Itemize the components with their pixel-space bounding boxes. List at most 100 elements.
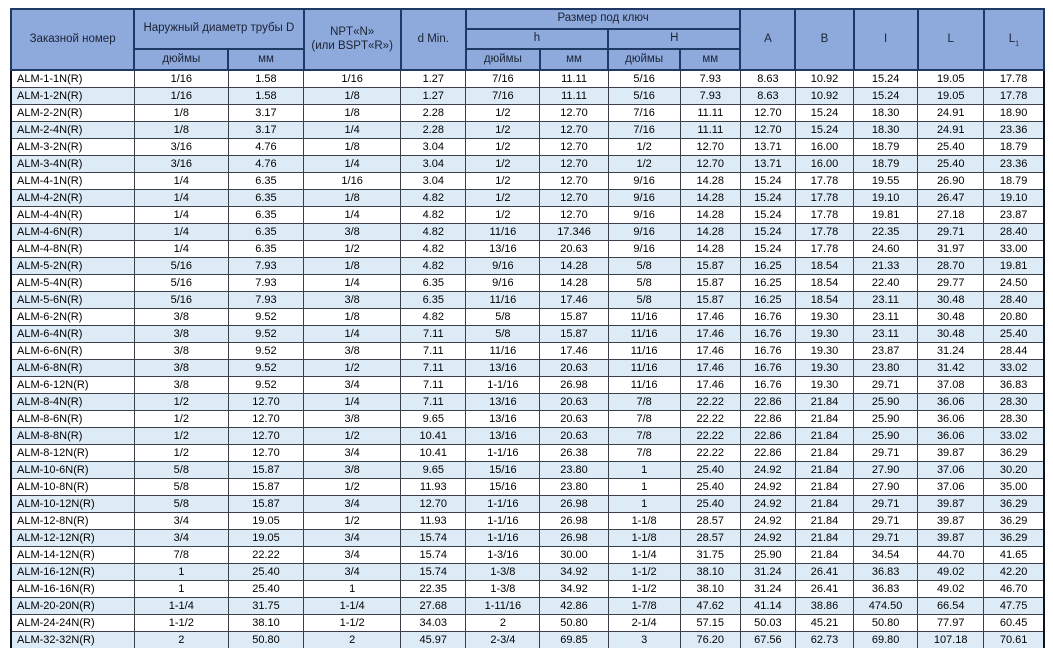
table-cell: 3/8 bbox=[133, 325, 229, 343]
table-cell: 12.70 bbox=[539, 121, 609, 139]
table-cell: 24.91 bbox=[917, 121, 985, 139]
table-cell: 3.17 bbox=[227, 121, 305, 139]
table-cell: 1.27 bbox=[400, 69, 467, 88]
table-cell: 1/2 bbox=[133, 410, 229, 428]
order-number-cell: ALM-2-2N(R) bbox=[10, 104, 135, 122]
table-cell: 1 bbox=[607, 478, 681, 496]
table-cell: 33.02 bbox=[983, 359, 1045, 377]
table-cell: 5/8 bbox=[465, 325, 541, 343]
table-cell: 34.03 bbox=[400, 614, 467, 632]
table-cell: 31.97 bbox=[917, 240, 985, 258]
table-cell: 15/16 bbox=[465, 478, 541, 496]
table-cell: 14.28 bbox=[679, 223, 741, 241]
table-cell: 1/2 bbox=[607, 138, 681, 156]
table-cell: 2-3/4 bbox=[465, 631, 541, 648]
table-cell: 2-1/4 bbox=[607, 614, 681, 632]
table-cell: 7/8 bbox=[607, 427, 681, 445]
table-cell: 3/8 bbox=[133, 376, 229, 394]
table-cell: 4.76 bbox=[227, 155, 305, 173]
table-cell: 38.10 bbox=[679, 580, 741, 598]
table-cell: 11.11 bbox=[539, 87, 609, 105]
table-cell: 15.87 bbox=[539, 325, 609, 343]
table-cell: 5/16 bbox=[607, 69, 681, 88]
table-cell: 7.93 bbox=[227, 274, 305, 292]
table-cell: 7/16 bbox=[465, 69, 541, 88]
table-cell: 7/8 bbox=[133, 546, 229, 564]
order-number-cell: ALM-8-12N(R) bbox=[10, 444, 135, 462]
table-row: ALM-6-4N(R) 3/8 9.52 1/4 7.11 5/8 15.87 11/16 17… bbox=[10, 325, 1045, 343]
table-cell: 7/16 bbox=[607, 104, 681, 122]
table-cell: 7.93 bbox=[227, 291, 305, 309]
table-cell: 4.82 bbox=[400, 223, 467, 241]
table-cell: 23.11 bbox=[853, 291, 919, 309]
table-cell: 17.78 bbox=[794, 240, 855, 258]
table-cell: 21.84 bbox=[794, 410, 855, 428]
table-cell: 12.70 bbox=[227, 410, 305, 428]
table-cell: 70.61 bbox=[983, 631, 1045, 648]
l1-subscript: 1 bbox=[1015, 40, 1020, 48]
table-cell: 37.06 bbox=[917, 461, 985, 479]
table-cell: 3/4 bbox=[303, 376, 402, 394]
table-cell: 17.46 bbox=[679, 359, 741, 377]
table-cell: 16.25 bbox=[739, 274, 796, 292]
table-cell: 25.40 bbox=[917, 138, 985, 156]
table-cell: 60.45 bbox=[983, 614, 1045, 632]
table-cell: 3/8 bbox=[303, 223, 402, 241]
table-cell: 1.58 bbox=[227, 87, 305, 105]
table-cell: 1.27 bbox=[400, 87, 467, 105]
table-cell: 4.82 bbox=[400, 189, 467, 207]
table-cell: 1/16 bbox=[133, 87, 229, 105]
table-cell: 19.05 bbox=[917, 69, 985, 88]
table-cell: 1/8 bbox=[303, 257, 402, 275]
table-row: ALM-2-2N(R) 1/8 3.17 1/8 2.28 1/2 12.70 7/16 11.… bbox=[10, 104, 1045, 122]
table-cell: 6.35 bbox=[227, 206, 305, 224]
table-cell: 29.77 bbox=[917, 274, 985, 292]
table-cell: 36.83 bbox=[983, 376, 1045, 394]
table-cell: 36.83 bbox=[853, 580, 919, 598]
table-cell: 67.56 bbox=[739, 631, 796, 648]
table-cell: 3/8 bbox=[303, 461, 402, 479]
table-cell: 35.00 bbox=[983, 478, 1045, 496]
table-cell: 3.04 bbox=[400, 172, 467, 190]
table-cell: 1/8 bbox=[133, 104, 229, 122]
table-cell: 15.24 bbox=[739, 172, 796, 190]
table-cell: 1-1/2 bbox=[133, 614, 229, 632]
col-header-h-small: h bbox=[464, 28, 610, 50]
table-cell: 20.63 bbox=[539, 427, 609, 445]
table-cell: 7.93 bbox=[679, 69, 741, 88]
table-cell: 3/4 bbox=[303, 444, 402, 462]
table-cell: 1/2 bbox=[465, 206, 541, 224]
table-cell: 1/4 bbox=[133, 189, 229, 207]
table-cell: 474.50 bbox=[853, 597, 919, 615]
table-cell: 26.38 bbox=[539, 444, 609, 462]
table-cell: 1/4 bbox=[303, 155, 402, 173]
table-cell: 3/4 bbox=[133, 512, 229, 530]
table-cell: 1/4 bbox=[303, 274, 402, 292]
table-row: ALM-4-8N(R) 1/4 6.35 1/2 4.82 13/16 20.63 9/16 1… bbox=[10, 240, 1045, 258]
table-cell: 20.80 bbox=[983, 308, 1045, 326]
table-cell: 1/2 bbox=[303, 512, 402, 530]
table-cell: 11.11 bbox=[679, 104, 741, 122]
table-cell: 57.15 bbox=[679, 614, 741, 632]
table-body: ALM-1-1N(R) 1/16 1.58 1/16 1.27 7/16 11.11 5/16… bbox=[10, 69, 1045, 648]
table-cell: 16.76 bbox=[739, 376, 796, 394]
table-cell: 15.87 bbox=[227, 461, 305, 479]
table-cell: 50.80 bbox=[539, 614, 609, 632]
order-number-cell: ALM-4-1N(R) bbox=[10, 172, 135, 190]
table-cell: 8.63 bbox=[739, 87, 796, 105]
col-header-d-min: d Min. bbox=[399, 8, 467, 71]
table-cell: 25.40 bbox=[679, 495, 741, 513]
table-cell: 1/4 bbox=[303, 206, 402, 224]
table-cell: 1-1/4 bbox=[133, 597, 229, 615]
table-cell: 14.28 bbox=[679, 240, 741, 258]
order-number-cell: ALM-3-4N(R) bbox=[10, 155, 135, 173]
table-cell: 12.70 bbox=[227, 393, 305, 411]
table-row: ALM-20-20N(R) 1-1/4 31.75 1-1/4 27.68 1-11/16… bbox=[10, 597, 1045, 615]
table-row: ALM-32-32N(R) 2 50.80 2 45.97 2-3/4 69.85 3 76.2… bbox=[10, 631, 1045, 648]
table-cell: 31.24 bbox=[917, 342, 985, 360]
table-cell: 19.55 bbox=[853, 172, 919, 190]
table-cell: 14.28 bbox=[679, 206, 741, 224]
order-number-cell: ALM-8-4N(R) bbox=[10, 393, 135, 411]
table-cell: 1-1/8 bbox=[607, 512, 681, 530]
